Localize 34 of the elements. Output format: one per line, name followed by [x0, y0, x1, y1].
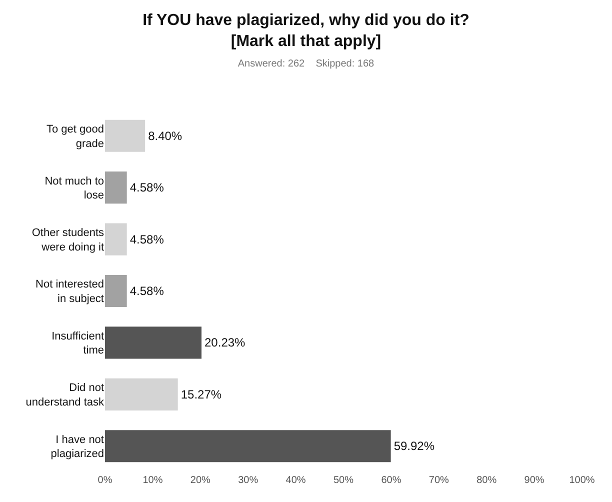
x-tick-label: 70% — [428, 475, 450, 486]
x-tick-label: 90% — [524, 475, 544, 486]
x-tick-label: 10% — [142, 475, 163, 486]
bar — [105, 378, 178, 410]
bar — [105, 120, 146, 152]
bar — [105, 326, 202, 359]
data-label: 8.40% — [148, 128, 182, 143]
data-label: 59.92% — [394, 439, 435, 454]
x-tick-label: 80% — [476, 475, 497, 486]
y-tick-label: I have not plagiarized — [50, 434, 104, 460]
x-tick-label: 40% — [286, 475, 306, 486]
x-tick-label: 100% — [569, 475, 595, 486]
data-label: 20.23% — [204, 336, 246, 350]
x-tick-label: 60% — [381, 475, 402, 486]
y-tick-label: Insufficient time — [52, 330, 104, 357]
y-tick-label: Other students were doing it — [32, 226, 104, 254]
bar — [105, 172, 127, 204]
y-tick-label: Not interested in subject — [36, 278, 104, 305]
bar — [105, 274, 127, 308]
x-tick-label: 20% — [190, 475, 211, 486]
y-tick-label: Did not understand task — [26, 382, 104, 408]
x-tick-label: 30% — [238, 475, 258, 486]
data-label: 15.27% — [180, 387, 222, 402]
data-label: 4.58% — [130, 284, 164, 298]
x-tick-label: 0% — [98, 475, 112, 486]
y-tick-label: To get good grade — [46, 124, 104, 150]
data-label: 4.58% — [130, 232, 164, 246]
chart-subtitle: Answered: 262 Skipped: 168 — [238, 58, 375, 70]
x-tick-label: 50% — [333, 475, 354, 486]
bar — [105, 430, 391, 462]
bar — [105, 223, 127, 256]
data-label: 4.58% — [130, 180, 164, 195]
chart-title: If YOU have plagiarized, why did you do it? [Mark all that apply] — [142, 12, 470, 50]
y-tick-label: Not much to lose — [44, 175, 104, 202]
